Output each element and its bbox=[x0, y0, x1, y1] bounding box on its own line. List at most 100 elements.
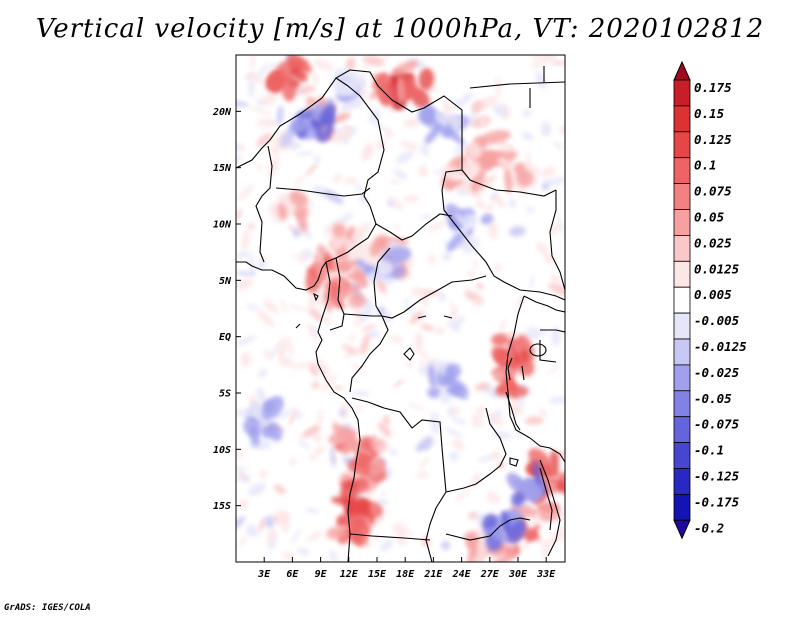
field-speckle bbox=[418, 165, 428, 176]
field-speckle bbox=[237, 499, 249, 510]
field-speckle bbox=[359, 304, 374, 322]
field-speckle bbox=[352, 362, 365, 375]
field-speckle bbox=[273, 484, 287, 495]
field-speckle bbox=[250, 55, 255, 70]
field-speckle bbox=[256, 259, 267, 270]
field-speckle bbox=[426, 220, 447, 232]
field-speckle bbox=[389, 180, 402, 184]
lon-tick-label: 6E bbox=[286, 569, 299, 580]
field-speckle bbox=[292, 229, 301, 238]
field-speckle bbox=[452, 417, 467, 425]
field-speckle bbox=[490, 451, 502, 461]
field-speckle bbox=[256, 309, 275, 328]
field-speckle bbox=[435, 327, 445, 335]
field-speckle bbox=[236, 208, 242, 221]
field-speckle bbox=[405, 306, 414, 313]
field-speckle bbox=[552, 61, 565, 65]
field-speckle bbox=[529, 55, 543, 61]
field-speckle bbox=[370, 516, 384, 527]
updraft-patch bbox=[268, 190, 311, 232]
field-speckle bbox=[445, 428, 463, 438]
field-speckle bbox=[409, 311, 424, 325]
field-speckle bbox=[540, 55, 557, 65]
field-speckle bbox=[364, 490, 374, 499]
field-speckle bbox=[258, 517, 266, 532]
field-speckle bbox=[507, 144, 514, 150]
field-speckle bbox=[377, 422, 392, 438]
field-speckle bbox=[305, 508, 320, 514]
colorbar-label: 0.175 bbox=[694, 80, 732, 95]
field-speckle bbox=[355, 184, 363, 191]
field-speckle bbox=[415, 471, 429, 478]
field-speckle bbox=[390, 335, 405, 344]
field-speckle bbox=[542, 538, 552, 559]
field-speckle bbox=[421, 350, 428, 359]
field-speckle bbox=[305, 163, 318, 176]
field-speckle bbox=[541, 182, 549, 191]
field-speckle bbox=[449, 316, 466, 329]
field-speckle bbox=[420, 323, 435, 331]
field-speckle bbox=[499, 319, 507, 333]
field-speckle bbox=[471, 473, 482, 488]
field-speckle bbox=[392, 224, 401, 231]
colorbar-swatch bbox=[673, 442, 691, 469]
field-speckle bbox=[384, 129, 394, 139]
field-speckle bbox=[289, 457, 297, 466]
colorbar-min-arrow bbox=[673, 519, 691, 540]
colorbar-label: -0.05 bbox=[694, 391, 732, 406]
field-speckle bbox=[248, 77, 255, 99]
colorbar-swatch bbox=[673, 416, 691, 444]
field-speckle bbox=[307, 290, 322, 309]
field-speckle bbox=[449, 300, 460, 320]
field-speckle bbox=[396, 150, 414, 164]
colorbar-label: 0.005 bbox=[694, 287, 732, 302]
field-speckle bbox=[468, 270, 475, 279]
field-speckle bbox=[351, 178, 358, 186]
field-speckle bbox=[237, 184, 255, 201]
field-speckle bbox=[442, 252, 452, 262]
field-speckle bbox=[486, 203, 494, 212]
lon-tick-label: 27E bbox=[480, 569, 500, 580]
field-speckle bbox=[309, 200, 314, 210]
velocity-field bbox=[236, 55, 565, 562]
updraft-patch bbox=[326, 514, 372, 548]
longitude-axis: 3E 6E 9E 12E 15E 18E 21E 24E 27E 30E 33E bbox=[257, 557, 556, 580]
lat-tick-label: 5N bbox=[219, 276, 232, 287]
field-speckle bbox=[440, 540, 451, 550]
updraft-patch bbox=[326, 220, 374, 264]
field-speckle bbox=[400, 141, 420, 151]
field-speckle bbox=[307, 323, 318, 342]
field-speckle bbox=[460, 91, 473, 105]
colorbar-swatch bbox=[673, 157, 691, 184]
field-speckle bbox=[351, 391, 371, 397]
field-speckle bbox=[236, 474, 252, 482]
field-speckle bbox=[312, 325, 319, 336]
field-speckle bbox=[403, 118, 420, 128]
colorbar-swatch bbox=[673, 312, 691, 340]
colorbar-label: 0.025 bbox=[694, 235, 732, 250]
field-speckle bbox=[311, 381, 320, 389]
field-speckle bbox=[236, 100, 250, 107]
updraft-patch bbox=[305, 244, 362, 293]
lat-tick-label: 15N bbox=[213, 163, 232, 174]
field-speckle bbox=[309, 454, 317, 461]
field-speckle bbox=[277, 508, 287, 522]
colorbar-swatch bbox=[673, 131, 691, 159]
field-speckle bbox=[418, 456, 430, 470]
map-title: Vertical velocity [m/s] at 1000hPa, VT: … bbox=[35, 14, 765, 44]
colorbar-swatch bbox=[673, 79, 691, 107]
field-speckle bbox=[521, 132, 534, 141]
field-speckle bbox=[541, 121, 551, 137]
field-speckle bbox=[529, 274, 534, 289]
field-speckle bbox=[403, 299, 410, 305]
field-speckle bbox=[392, 169, 408, 180]
field-speckle bbox=[408, 403, 425, 410]
downdraft-patch bbox=[418, 360, 469, 404]
colorbar-label: 0.05 bbox=[694, 210, 725, 225]
downdraft-patch bbox=[356, 240, 412, 285]
field-speckle bbox=[333, 173, 342, 183]
field-speckle bbox=[236, 154, 243, 162]
field-speckle bbox=[290, 362, 313, 369]
field-speckle bbox=[403, 194, 420, 203]
field-speckle bbox=[308, 307, 324, 322]
